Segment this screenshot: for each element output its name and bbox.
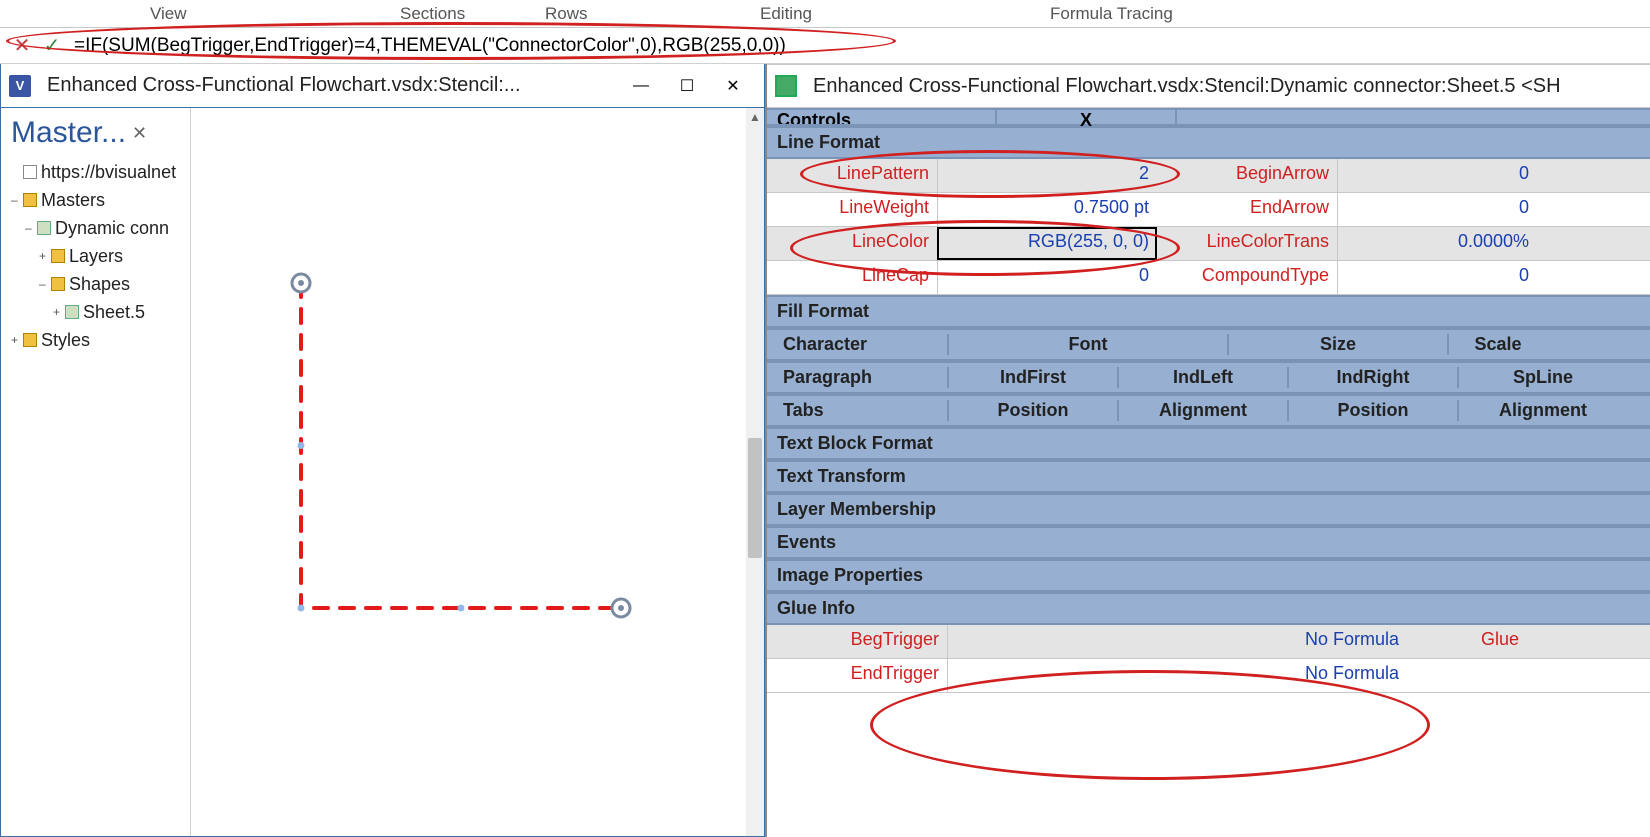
panel-close-icon[interactable]: ✕: [132, 123, 147, 144]
section-header[interactable]: Glue Info: [767, 592, 1650, 625]
column-header: Alignment: [1117, 400, 1287, 421]
section-header[interactable]: Events: [767, 526, 1650, 559]
panel-title: Master... ✕: [5, 112, 190, 150]
shapesheet-row: LineColorRGB(255, 0, 0)LineColorTrans0.0…: [767, 227, 1650, 261]
column-header: Font: [947, 334, 1227, 355]
column-header: Size: [1227, 334, 1447, 355]
tree-node[interactable]: https://bvisualnet: [11, 158, 190, 186]
ribbon-group-label: Sections: [400, 4, 465, 24]
tree-node-label: Styles: [41, 326, 90, 354]
cell-value[interactable]: 0.7500 pt: [937, 193, 1157, 226]
ribbon-group-label: Rows: [545, 4, 588, 24]
cell-value[interactable]: No Formula: [947, 625, 1407, 658]
cell-label: CompoundType: [1157, 261, 1337, 294]
shapesheet-titlebar: Enhanced Cross-Functional Flowchart.vsdx…: [767, 64, 1650, 108]
drawing-window-title: Enhanced Cross-Functional Flowchart.vsdx…: [47, 74, 618, 97]
tree-node[interactable]: +Sheet.5: [11, 298, 190, 326]
section-header[interactable]: Fill Format: [767, 295, 1650, 328]
shapesheet-title: Enhanced Cross-Functional Flowchart.vsdx…: [813, 75, 1561, 98]
tree-node-label: Dynamic conn: [55, 214, 169, 242]
column-header: IndRight: [1287, 367, 1457, 388]
close-button[interactable]: ✕: [710, 70, 756, 102]
cell-value[interactable]: RGB(255, 0, 0): [937, 227, 1157, 260]
tree-node-label: Masters: [41, 186, 105, 214]
cell-label: BegTrigger: [767, 625, 947, 658]
drawing-window-titlebar: V Enhanced Cross-Functional Flowchart.vs…: [1, 64, 764, 108]
drawing-canvas[interactable]: ▲: [191, 108, 764, 836]
section-header[interactable]: ParagraphIndFirstIndLeftIndRightSpLine: [767, 361, 1650, 394]
tree-node-label: Layers: [69, 242, 123, 270]
shapesheet-row: LineWeight0.7500 ptEndArrow0: [767, 193, 1650, 227]
cell-label: LineWeight: [767, 193, 937, 226]
tree-node-label: Sheet.5: [83, 298, 145, 326]
cell-value[interactable]: No Formula: [947, 659, 1407, 692]
cell-label: LineColorTrans: [1157, 227, 1337, 260]
section-header[interactable]: Layer Membership: [767, 493, 1650, 526]
scroll-thumb[interactable]: [748, 438, 762, 558]
shapesheet-window: Enhanced Cross-Functional Flowchart.vsdx…: [765, 64, 1650, 837]
cell-label: LineColor: [767, 227, 937, 260]
section-header[interactable]: CharacterFontSizeScale: [767, 328, 1650, 361]
cell-value[interactable]: 0.0000%: [1337, 227, 1537, 260]
main-split: V Enhanced Cross-Functional Flowchart.vs…: [0, 64, 1650, 837]
tree-node-label: Shapes: [69, 270, 130, 298]
column-header: Position: [947, 400, 1117, 421]
drawing-explorer-tree[interactable]: https://bvisualnet–Masters–Dynamic conn+…: [5, 150, 190, 354]
cell-value[interactable]: 0: [1337, 261, 1537, 294]
formula-input[interactable]: [70, 33, 1640, 59]
scroll-up-arrow[interactable]: ▲: [746, 108, 764, 126]
cell-value[interactable]: 0: [1337, 193, 1537, 226]
controls-section-strip: ControlsX: [767, 108, 1650, 126]
section-header[interactable]: Text Transform: [767, 460, 1650, 493]
cell-label: Glue: [1407, 625, 1527, 658]
minimize-button[interactable]: —: [618, 70, 664, 102]
section-header[interactable]: TabsPositionAlignmentPositionAlignment: [767, 394, 1650, 427]
ribbon-group-label: View: [150, 4, 187, 24]
cell-label: EndTrigger: [767, 659, 947, 692]
shapesheet-icon: [775, 75, 797, 97]
formula-bar: ✕ ✓: [0, 28, 1650, 64]
column-header: IndFirst: [947, 367, 1117, 388]
formula-cancel-button[interactable]: ✕: [10, 34, 34, 58]
column-header: Alignment: [1457, 400, 1627, 421]
cell-label: LineCap: [767, 261, 937, 294]
cell-value[interactable]: 0: [1337, 159, 1537, 192]
cell-value[interactable]: 0: [937, 261, 1157, 294]
ribbon-group-labels: View Sections Rows Editing Formula Tracing: [0, 0, 1650, 28]
column-header: IndLeft: [1117, 367, 1287, 388]
shapesheet-row: LinePattern2BeginArrow0: [767, 159, 1650, 193]
tree-node[interactable]: +Layers: [11, 242, 190, 270]
tree-node[interactable]: +Styles: [11, 326, 190, 354]
section-header[interactable]: Image Properties: [767, 559, 1650, 592]
formula-accept-button[interactable]: ✓: [40, 34, 64, 58]
visio-icon: V: [9, 75, 31, 97]
cell-label: BeginArrow: [1157, 159, 1337, 192]
column-header: Scale: [1447, 334, 1547, 355]
cell-value[interactable]: 2: [937, 159, 1157, 192]
column-header: Position: [1287, 400, 1457, 421]
section-header[interactable]: Line Format: [767, 126, 1650, 159]
shapesheet-row: EndTriggerNo Formula: [767, 659, 1650, 693]
shapesheet-row: LineCap0CompoundType0: [767, 261, 1650, 295]
vertical-scrollbar[interactable]: ▲: [746, 108, 764, 836]
shapesheet-row: BegTriggerNo FormulaGlue: [767, 625, 1650, 659]
tree-node[interactable]: –Shapes: [11, 270, 190, 298]
maximize-button[interactable]: ☐: [664, 70, 710, 102]
cell-label: EndArrow: [1157, 193, 1337, 226]
column-header: SpLine: [1457, 367, 1627, 388]
drawing-window: V Enhanced Cross-Functional Flowchart.vs…: [0, 64, 765, 837]
tree-node-label: https://bvisualnet: [41, 158, 176, 186]
ribbon-group-label: Editing: [760, 4, 812, 24]
drawing-explorer-pane: Master... ✕ https://bvisualnet–Masters–D…: [1, 108, 191, 836]
cell-label: LinePattern: [767, 159, 937, 192]
section-header[interactable]: Text Block Format: [767, 427, 1650, 460]
tree-node[interactable]: –Dynamic conn: [11, 214, 190, 242]
shapesheet-grid[interactable]: ControlsXLine FormatLinePattern2BeginArr…: [767, 108, 1650, 837]
tree-node[interactable]: –Masters: [11, 186, 190, 214]
dynamic-connector-shape[interactable]: [191, 108, 751, 828]
ribbon-group-label: Formula Tracing: [1050, 4, 1173, 24]
